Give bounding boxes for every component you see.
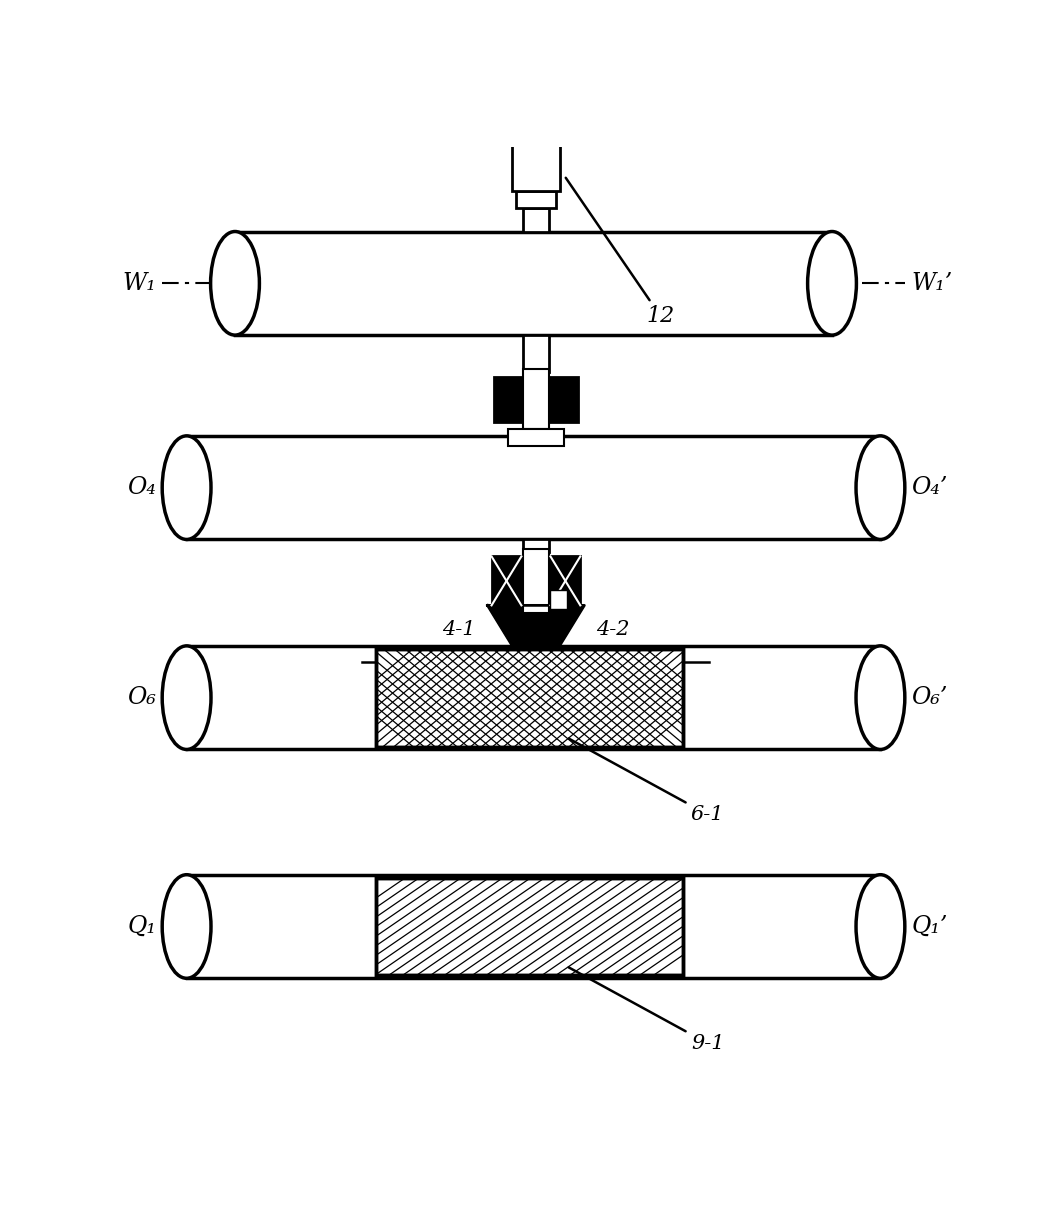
Bar [512,139,560,191]
Ellipse shape [210,231,259,335]
Bar [376,648,683,746]
Text: O₄: O₄ [127,476,156,499]
Text: O₄’: O₄’ [911,476,947,499]
Ellipse shape [856,874,905,978]
Ellipse shape [162,874,211,978]
Bar [515,191,556,208]
Polygon shape [487,605,584,645]
Ellipse shape [856,435,905,539]
Bar [523,549,549,613]
Bar [186,874,881,978]
Bar [523,116,549,139]
Text: Q₁’: Q₁’ [911,915,947,938]
Text: 9-1: 9-1 [568,967,725,1053]
Text: O₆: O₆ [127,686,156,709]
Bar [186,435,881,539]
Bar [523,208,549,231]
Ellipse shape [162,646,211,750]
Bar [376,878,683,976]
Bar [550,591,567,609]
Text: 6-1: 6-1 [568,739,725,824]
Text: 4-1: 4-1 [442,620,476,640]
Bar [376,878,683,976]
Bar [551,377,579,422]
Bar [508,429,564,446]
Text: Q₁: Q₁ [127,915,156,938]
Bar [186,646,881,750]
Text: 12: 12 [565,177,675,328]
Bar [491,556,522,605]
Ellipse shape [162,435,211,539]
Bar [551,556,580,605]
Bar [493,377,522,422]
Text: W₁: W₁ [122,272,156,295]
Text: W₁’: W₁’ [911,272,953,295]
Bar [523,539,549,552]
Text: O₆’: O₆’ [911,686,947,709]
Bar [376,648,683,746]
Ellipse shape [808,231,857,335]
Text: 4-2: 4-2 [595,620,630,640]
Bar [523,335,549,372]
Ellipse shape [856,646,905,750]
Bar [523,369,549,429]
Bar [235,231,832,335]
